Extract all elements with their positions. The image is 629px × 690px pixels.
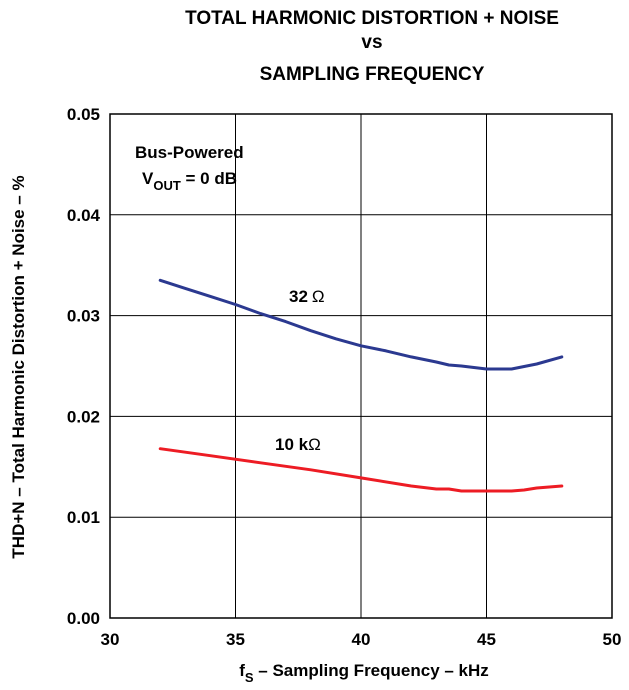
annotation-subscript: OUT [153,178,181,193]
annotation-line-1: Bus-Powered [135,143,244,162]
chart-title-line-2: vs [361,32,382,53]
y-tick-labels: 0.00 0.01 0.02 0.03 0.04 0.05 [67,105,101,628]
y-tick-label: 0.05 [67,105,100,124]
annotation-line-2: VOUT = 0 dB [142,169,237,193]
y-tick-label: 0.00 [67,609,100,628]
chart-title-line-3: SAMPLING FREQUENCY [260,64,485,85]
series-label-32-ohm: 32 Ω [289,287,325,306]
x-axis-label-prefix: f [239,661,245,680]
y-tick-label: 0.04 [67,206,101,225]
x-tick-label: 35 [226,630,245,649]
series-lines [158,278,564,493]
series-label-10k-ohm-unit: Ω [308,435,321,454]
x-tick-labels: 30 35 40 45 50 [101,630,622,649]
y-axis-label: THD+N – Total Harmonic Distortion + Nois… [9,175,28,558]
series-label-32-ohm-unit: Ω [312,287,325,306]
series-line-10k-ohm [158,447,564,493]
y-tick-label: 0.02 [67,407,100,426]
chart-title-line-1: TOTAL HARMONIC DISTORTION + NOISE [185,8,559,29]
y-tick-label: 0.03 [67,307,100,326]
x-tick-label: 50 [603,630,622,649]
x-tick-label: 30 [101,630,120,649]
x-tick-label: 40 [352,630,371,649]
series-label-32-ohm-main: 32 [289,287,308,306]
x-tick-label: 45 [477,630,496,649]
series-label-10k-ohm-main: 10 k [275,435,309,454]
annotation-v: V [142,169,154,188]
x-axis-label-subscript: S [245,670,254,685]
x-axis-label-suffix: – Sampling Frequency – kHz [254,661,489,680]
plot-area-frame [109,113,613,619]
grid-lines [110,114,612,618]
series-line-32-ohm [158,278,564,371]
y-tick-label: 0.01 [67,508,100,527]
series-label-10k-ohm: 10 kΩ [275,435,321,454]
x-axis-label: fS – Sampling Frequency – kHz [239,661,489,685]
annotation-value: = 0 dB [181,169,237,188]
